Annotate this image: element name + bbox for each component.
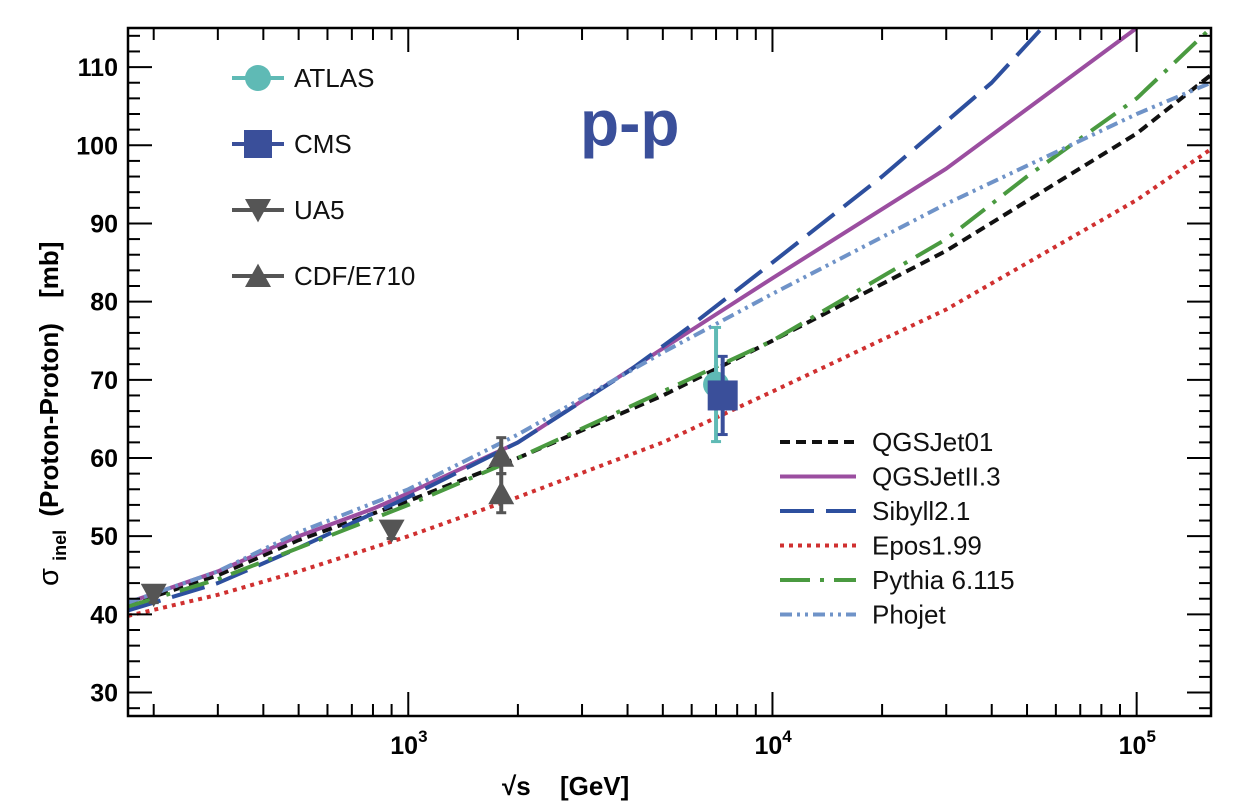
point-cdf-e710 [488, 480, 515, 505]
y-tick-label: 100 [76, 132, 118, 160]
x-tick-label: 103 [390, 727, 427, 760]
x-axis-unit: [GeV] [560, 771, 629, 801]
legend-label: QGSJetII.3 [872, 462, 1001, 492]
legend-label: CMS [294, 129, 352, 159]
y-tick-label: 80 [90, 289, 118, 317]
legend-label: Sibyll2.1 [872, 496, 970, 526]
point-ua5 [140, 583, 167, 608]
chart-title: p-p [580, 87, 680, 159]
y-axis-sigma: σ [33, 568, 65, 586]
y-tick-label: 70 [90, 367, 118, 395]
legend-label: Epos1.99 [872, 531, 982, 561]
point-ua5 [378, 519, 405, 544]
y-tick-label: 30 [90, 680, 118, 708]
series-epos1-99 [128, 147, 1211, 618]
legend-label: CDF/E710 [294, 261, 415, 291]
x-tick-label: 105 [1119, 727, 1156, 760]
legend-marker-atlas [245, 65, 271, 91]
x-tick-label: 104 [754, 727, 792, 760]
point-cms [707, 380, 738, 411]
legend-label: Pythia 6.115 [872, 565, 1015, 595]
y-tick-label: 40 [90, 601, 118, 629]
y-tick-label: 50 [90, 523, 118, 551]
y-tick-label: 60 [90, 445, 118, 473]
y-tick-label: 110 [78, 54, 118, 82]
y-axis-title: σ inel (Proton-Proton) [mb] [33, 242, 72, 586]
x-axis-sqrt: √s [502, 771, 531, 801]
y-axis-sub: inel [50, 530, 70, 561]
x-axis-title: √s [GeV] [502, 771, 629, 801]
legend-label: UA5 [294, 195, 345, 225]
legend-marker-ua5 [245, 198, 271, 223]
legend-label: QGSJet01 [872, 427, 993, 457]
legend-marker-cms [244, 130, 272, 158]
point-cdf-e710 [488, 443, 515, 467]
y-axis-unit: [mb] [34, 242, 64, 298]
y-axis-text: (Proton-Proton) [34, 323, 64, 517]
plot-frame [126, 26, 1213, 718]
legend-label: Phojet [872, 600, 946, 630]
legend-label: ATLAS [294, 63, 374, 93]
legend-marker-cdf-e710 [245, 263, 271, 288]
y-tick-label: 90 [90, 210, 118, 238]
series-phojet [128, 80, 1211, 605]
